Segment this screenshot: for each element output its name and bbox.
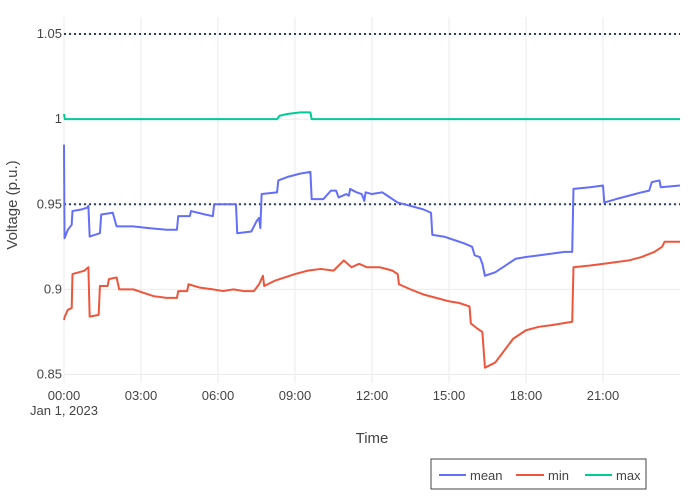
legend-label-max: max xyxy=(616,468,641,483)
y-tick-label-0: 0.85 xyxy=(37,366,62,381)
legend-item-mean[interactable]: mean xyxy=(439,468,503,483)
legend-item-max[interactable]: max xyxy=(585,468,641,483)
x-tick-label-4: 12:00 xyxy=(356,388,389,403)
y-tick-label-4: 1.05 xyxy=(37,26,62,41)
x-tick-label-5: 15:00 xyxy=(433,388,466,403)
x-tick-label-6: 18:00 xyxy=(510,388,543,403)
x-tick-label-7: 21:00 xyxy=(587,388,620,403)
legend: mean min max xyxy=(430,458,647,490)
y-tick-label-3: 1 xyxy=(55,111,62,126)
y-axis: 0.85 0.9 0.95 1 1.05 xyxy=(37,26,62,381)
y-tick-label-1: 0.9 xyxy=(44,281,62,296)
x-tick-label-3: 09:00 xyxy=(279,388,312,403)
x-tick-label-1: 03:00 xyxy=(125,388,158,403)
series-line-mean[interactable] xyxy=(63,144,681,277)
series-lines[interactable] xyxy=(63,111,681,369)
y-tick-label-2: 0.95 xyxy=(37,196,62,211)
series-line-max[interactable] xyxy=(63,111,680,121)
x-tick-label-2: 06:00 xyxy=(202,388,235,403)
y-axis-title: Voltage (p.u.) xyxy=(4,160,21,249)
series-line-min[interactable] xyxy=(63,240,680,369)
x-axis-title: Time xyxy=(356,430,389,447)
legend-item-min[interactable]: min xyxy=(516,468,569,483)
x-tick-sublabel-0: Jan 1, 2023 xyxy=(30,403,98,418)
legend-label-min: min xyxy=(548,468,569,483)
x-tick-label-0: 00:00 xyxy=(48,388,81,403)
legend-label-mean: mean xyxy=(470,468,503,483)
